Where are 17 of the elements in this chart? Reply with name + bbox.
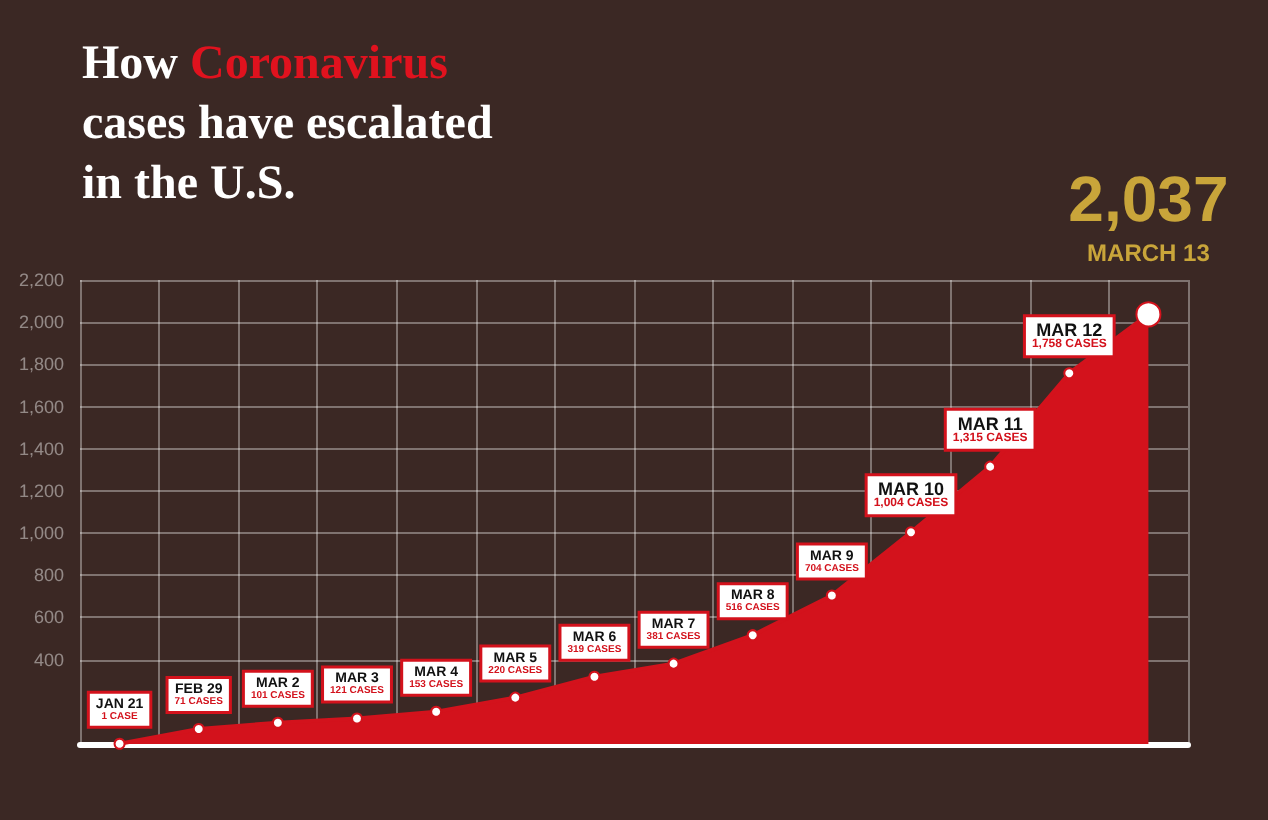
x-tick-label: MAR 10 [877, 479, 945, 500]
chart-title: How Coronavirus cases have escalated in the U.S. [82, 38, 494, 210]
data-label: 2,037 [1068, 163, 1229, 236]
y-tick-label: 1,000 [18, 523, 64, 544]
y-tick-label: 2,000 [18, 312, 64, 333]
x-tick-label: MAR 12 [1036, 320, 1103, 341]
x-tick-label: MAR 11 [957, 413, 1023, 434]
y-tick-label: 400 [33, 649, 64, 670]
y-tick-label: 1,400 [18, 438, 64, 459]
point [113, 737, 126, 750]
y-tick-label: 1,600 [18, 396, 64, 417]
y-tick-label: 1,200 [18, 480, 64, 501]
y-tick-label: 800 [33, 565, 64, 586]
y-tick-label: 1,800 [18, 354, 64, 375]
y-tick-label: 600 [33, 607, 64, 628]
x-tick-label: MARCH 13 [1087, 239, 1211, 268]
y-tick-label: 2,200 [18, 270, 64, 290]
